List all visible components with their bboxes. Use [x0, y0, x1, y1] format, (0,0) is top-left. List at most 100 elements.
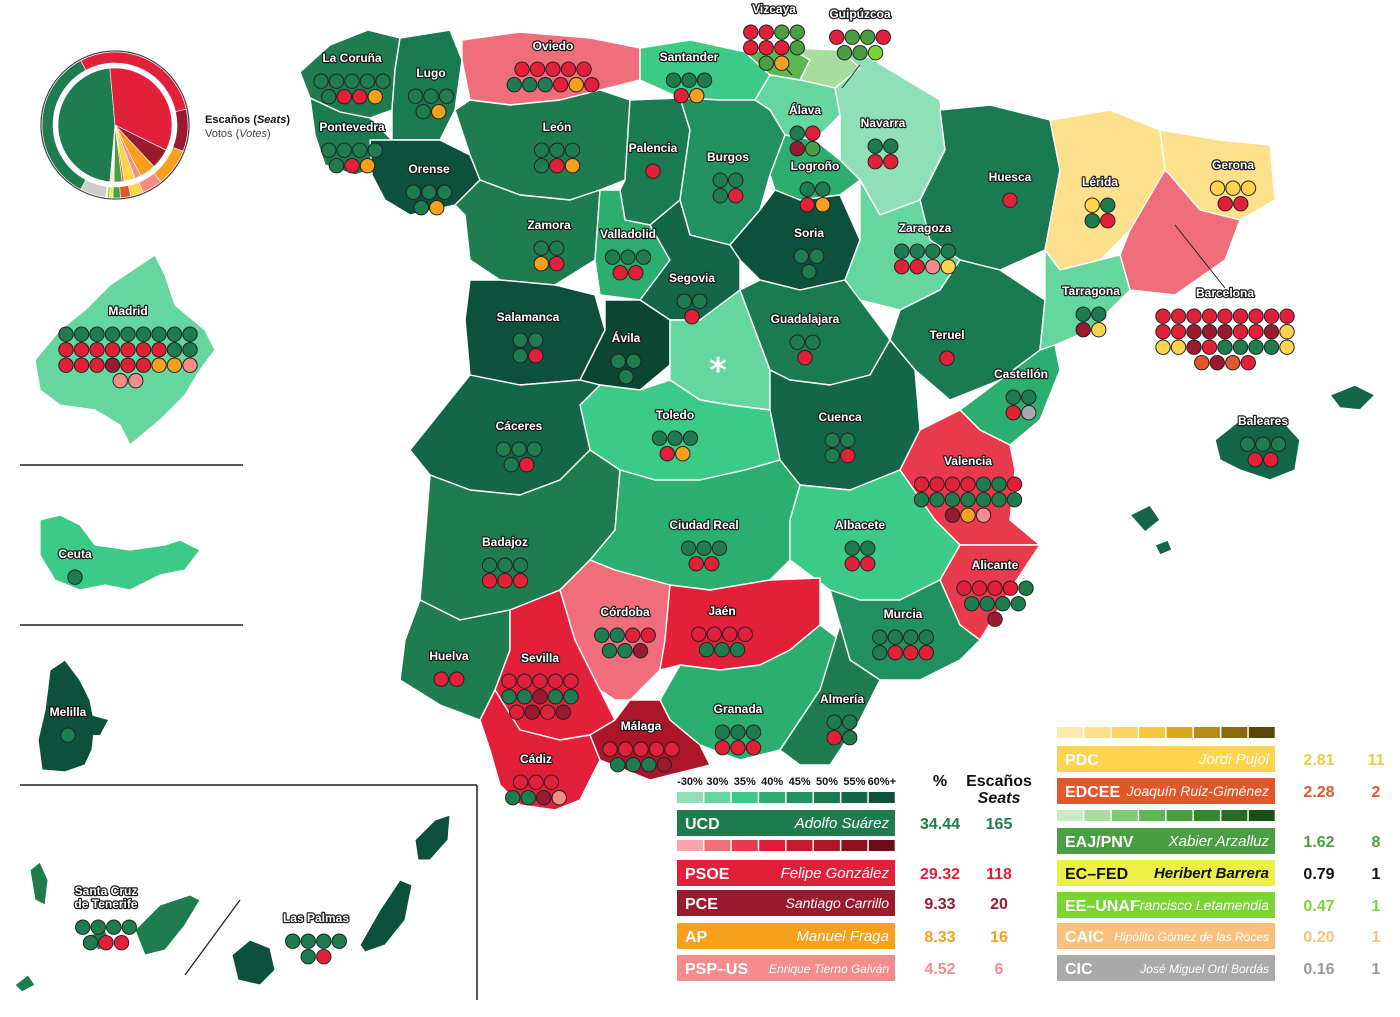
seat-dot: [1170, 324, 1187, 340]
seat-dot: [522, 77, 538, 93]
legend-pce: PCE Santiago Carrillo 9.33 20: [677, 890, 1008, 916]
seat-dot: [344, 158, 360, 174]
province-barcelona[interactable]: [1119, 169, 1241, 296]
dots-palencia: [645, 163, 661, 179]
seat-dot: [505, 790, 521, 806]
seat-dot: [909, 243, 925, 259]
scale-label: 30%: [706, 776, 728, 788]
psoe-scale-cell: [814, 840, 840, 851]
psoe-scale-cell: [841, 840, 868, 851]
legend-pdc: PDC Jordi Pujol 2.81 11: [1057, 746, 1385, 772]
province-almeria[interactable]: [779, 624, 881, 766]
island-fuerteventura[interactable]: [359, 879, 413, 953]
seat-dot: [844, 556, 860, 572]
seat-dot: [1232, 324, 1249, 340]
party-seats: 20: [990, 896, 1008, 913]
label-cordoba: Córdoba: [600, 605, 650, 619]
seat-dot: [665, 72, 682, 88]
dots-sevilla: [501, 673, 579, 720]
seat-dot: [551, 790, 567, 806]
province-cadiz[interactable]: [479, 689, 601, 811]
seat-dot: [929, 492, 945, 508]
dots-granada: [714, 724, 762, 756]
seat-dot: [1270, 436, 1287, 452]
seat-dot: [1075, 322, 1091, 338]
party-pct: 4.52: [924, 961, 955, 978]
seat-dot: [842, 730, 858, 746]
seat-dot: [913, 476, 930, 492]
seat-dot: [73, 326, 90, 342]
seat-dot: [512, 332, 528, 348]
seat-dot: [956, 580, 972, 596]
seat-dot: [883, 154, 899, 170]
island-gran-canaria[interactable]: [231, 939, 276, 986]
seat-dot: [925, 259, 941, 275]
pdc-scale-cell: [1221, 727, 1248, 738]
province-lerida[interactable]: [1044, 109, 1166, 271]
label-huesca: Huesca: [989, 170, 1032, 184]
party-seats: 1: [1372, 898, 1381, 915]
dots-burgos: [712, 172, 744, 204]
legend-psp-us: PSP–US Enrique Tierno Galván 4.52 6: [677, 955, 1004, 981]
seat-dot: [540, 704, 556, 720]
seat-dot: [331, 933, 347, 949]
seat-dot: [696, 72, 713, 88]
pnv-scale-cell: [1084, 810, 1111, 821]
ucd-scale-cell: [841, 792, 868, 803]
inset-ceuta[interactable]: [39, 514, 201, 591]
seat-dot: [925, 243, 941, 259]
pdc-scale-cell: [1194, 727, 1220, 738]
seat-dot: [743, 40, 759, 56]
seat-dot: [894, 243, 910, 259]
seat-dot: [711, 540, 728, 556]
seat-dot: [626, 353, 642, 369]
seat-dot: [1240, 355, 1256, 371]
ucd-scale-cell: [759, 792, 786, 803]
seat-dot: [1201, 324, 1218, 340]
island-lanzarote[interactable]: [414, 814, 451, 861]
province-burgos[interactable]: [679, 97, 786, 246]
seat-dot: [617, 643, 633, 659]
seat-dot: [431, 104, 447, 120]
seat-dot: [844, 29, 860, 45]
label-cuenca: Cuenca: [818, 410, 862, 424]
seat-dot: [533, 158, 550, 174]
seat-dot: [801, 264, 817, 280]
seat-dot: [852, 45, 868, 61]
seat-dot: [641, 757, 657, 773]
seat-dot: [1263, 324, 1280, 340]
seat-dot: [704, 556, 720, 572]
province-lugo[interactable]: [391, 29, 463, 141]
seat-dot: [58, 326, 74, 342]
dots-jaen: [691, 626, 753, 658]
label-zamora: Zamora: [527, 218, 571, 232]
pnv-scale-cell: [1139, 810, 1166, 821]
canary-separator: [184, 899, 241, 976]
seat-dot: [960, 476, 976, 492]
seat-dot: [328, 158, 345, 174]
province-tarragona[interactable]: [1039, 249, 1131, 351]
dots-almeria: [826, 714, 858, 746]
seat-dot: [568, 77, 584, 93]
pdc-scale-cell: [1057, 727, 1083, 738]
seat-dot: [549, 240, 565, 256]
seat-dot: [367, 89, 383, 105]
province-salamanca[interactable]: [464, 279, 606, 386]
party-leader: José Miguel Ortí Bordás: [1139, 962, 1269, 976]
label-logrono: Logroño: [791, 159, 840, 173]
seat-dot: [774, 55, 790, 71]
label-la-coruna: La Coruña: [322, 51, 382, 65]
seat-dot: [1232, 339, 1249, 355]
seat-dot: [840, 448, 856, 464]
label-salamanca: Salamanca: [497, 310, 560, 324]
seat-dot: [918, 629, 934, 645]
seat-dot: [797, 350, 813, 366]
label-valencia: Valencia: [944, 454, 992, 468]
dots-leon: [533, 142, 581, 174]
island-tenerife[interactable]: [134, 894, 201, 956]
inset-melilla[interactable]: [37, 659, 96, 773]
seat-dot: [421, 184, 437, 200]
seat-dot: [903, 629, 919, 645]
island-menorca: [1329, 384, 1376, 411]
